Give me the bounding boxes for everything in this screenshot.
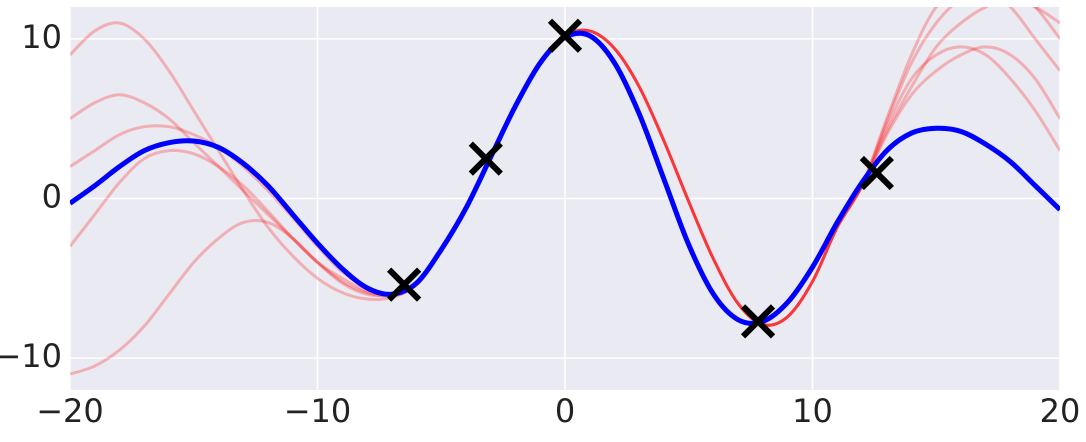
x-tick-label: 0 <box>555 392 575 430</box>
y-tick-label: −10 <box>0 337 62 375</box>
grid <box>69 7 1061 390</box>
x-tick-label: −10 <box>284 392 352 430</box>
y-tick-label: 10 <box>21 18 62 56</box>
x-tick-label: 10 <box>792 392 833 430</box>
labels: −20 −10 0 10 20 −10 0 10 <box>0 18 1080 430</box>
plot <box>70 7 1060 376</box>
observation-marker <box>468 141 503 176</box>
observation-marker <box>859 155 894 191</box>
y-tick-label: 0 <box>42 178 62 216</box>
observation-marker <box>387 267 422 302</box>
observation-marker <box>740 304 776 339</box>
x-tick-label: 20 <box>1040 392 1081 430</box>
observation-marker <box>547 18 583 53</box>
x-tick-label: −20 <box>36 392 104 430</box>
